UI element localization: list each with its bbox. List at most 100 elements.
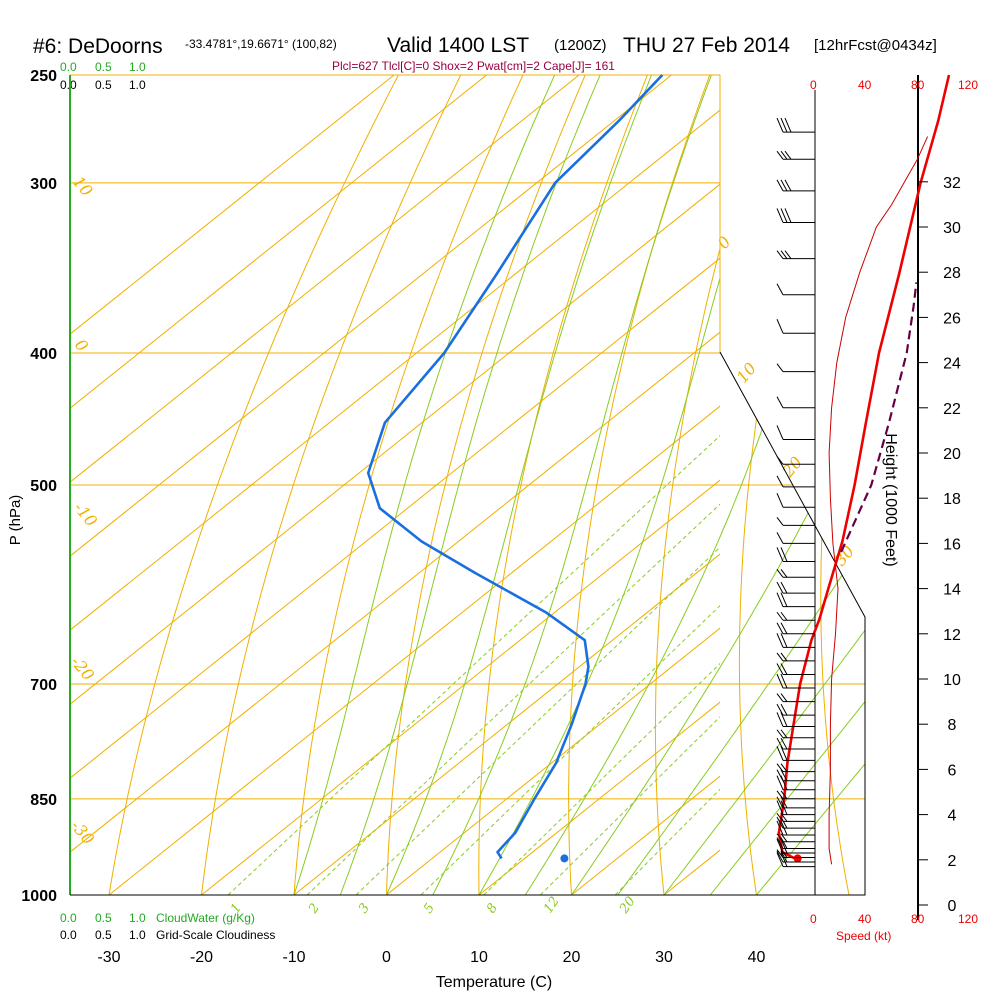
height-tick-label: 14 — [943, 582, 961, 599]
dry-adiabat — [976, 51, 1000, 924]
height-tick-label: 24 — [943, 356, 961, 373]
wind-barb-feather — [784, 117, 792, 133]
wind-barb-feather — [776, 179, 784, 192]
wind-barb-feather — [780, 208, 788, 223]
moist-adiabat — [756, 75, 865, 895]
svg-text:120: 120 — [958, 78, 978, 92]
wind-barb-feather — [780, 737, 788, 750]
cloudiness-scale-bottom: 0.0 0.5 1.0 Grid-Scale Cloudiness — [60, 928, 275, 942]
dry-adiabat — [478, 75, 658, 895]
wind-barb-feather — [780, 837, 788, 849]
pressure-tick-label: 500 — [30, 478, 57, 495]
svg-text:0.0: 0.0 — [60, 78, 77, 92]
wind-barb-feather — [780, 746, 788, 761]
wind-barb-feather — [780, 673, 788, 689]
cloudiness-label: Grid-Scale Cloudiness — [156, 928, 275, 942]
wind-barb-feather — [784, 179, 792, 192]
wind-barb-feather — [780, 592, 788, 607]
temperature-surface-point — [793, 854, 802, 863]
dry-adiabat — [385, 75, 597, 895]
moist-adiabat — [386, 75, 652, 895]
wind-barb-feather — [780, 547, 788, 562]
pressure-tick-label: 1000 — [21, 888, 57, 905]
moist-adiabat — [571, 75, 865, 895]
profile-series — [366, 74, 951, 863]
height-tick-label: 10 — [943, 672, 961, 689]
wind-barb-feather — [776, 769, 784, 781]
wind-barb-feather — [776, 775, 784, 790]
wind-barb-feather — [780, 838, 788, 854]
wind-barb-feather — [780, 179, 788, 192]
wind-barb-feather — [780, 703, 788, 716]
wind-barb-feather — [776, 568, 784, 578]
wind-barb-feather — [776, 581, 784, 594]
mixing-ratio-label: 3 — [356, 901, 373, 916]
temperature-tick-label: -30 — [97, 949, 120, 966]
pressure-tick-label: 250 — [30, 68, 57, 85]
pressure-tick-label: 850 — [30, 792, 57, 809]
temperature-tick-label: 30 — [655, 949, 673, 966]
svg-text:1.0: 1.0 — [129, 78, 146, 92]
wind-barb-feather — [776, 737, 784, 750]
wind-barb-feather — [780, 611, 788, 621]
isotherm-line — [201, 479, 720, 895]
mixing-ratio-label: 5 — [421, 901, 438, 916]
wind-barb-feather — [780, 763, 788, 772]
sounding-indices: Plcl=627 Tlcl[C]=0 Shox=2 Pwat[cm]=2 Cap… — [332, 59, 615, 73]
parcel-line — [840, 282, 918, 553]
wind-barb-feather — [780, 790, 788, 800]
speed-scale-bottom: 0 40 80 120 — [810, 912, 978, 926]
wind-barb-feather — [776, 813, 784, 822]
wind-barb-feather — [776, 622, 784, 635]
svg-text:0.0: 0.0 — [60, 60, 77, 74]
wind-barb-feather — [776, 663, 784, 675]
isotherm-label: -20 — [67, 652, 98, 684]
height-tick-label: 6 — [948, 762, 957, 779]
height-axis-title: Height (1000 Feet) — [882, 433, 899, 566]
wind-barb-feather — [776, 652, 784, 662]
svg-text:120: 120 — [958, 912, 978, 926]
height-tick-label: 32 — [943, 175, 961, 192]
moist-adiabat — [339, 75, 601, 895]
isotherm-line — [108, 405, 720, 895]
wind-barb-feather — [776, 611, 784, 621]
height-tick-label: 12 — [943, 627, 961, 644]
wind-barb-feather — [776, 425, 784, 440]
wind-barb-feather — [780, 633, 788, 648]
temperature-tick-label: -10 — [282, 949, 305, 966]
svg-text:1.0: 1.0 — [129, 928, 146, 942]
wind-barb-feather — [776, 547, 784, 562]
pressure-tick-label: 400 — [30, 346, 57, 363]
svg-text:0.5: 0.5 — [95, 60, 112, 74]
isotherm-line — [70, 257, 720, 779]
dry-adiabat — [568, 75, 720, 895]
wind-barb-feather — [780, 813, 788, 822]
wind-barb-feather — [780, 652, 788, 662]
mixing-ratio-line — [227, 435, 720, 895]
wind-speed-profile — [828, 136, 929, 865]
isotherm-label: 0 — [714, 233, 735, 253]
wind-barb-feather — [776, 820, 784, 836]
wind-barb-feather — [776, 837, 784, 849]
svg-text:0.5: 0.5 — [95, 78, 112, 92]
height-tick-label: 2 — [948, 853, 957, 870]
wind-barb-feather — [776, 633, 784, 648]
dry-adiabats — [104, 51, 1000, 924]
wind-barb-feather — [776, 838, 784, 854]
height-tick-label: 8 — [948, 717, 957, 734]
speed-line — [828, 136, 929, 865]
plot-frame — [69, 75, 919, 920]
wind-barb-feather — [780, 852, 788, 867]
dewpoint-line — [366, 74, 664, 860]
speed-scale-top: 0 40 80 120 — [810, 78, 978, 92]
temperature-tick-label: 40 — [748, 949, 766, 966]
wind-barb-feather — [780, 568, 788, 578]
dry-adiabat — [104, 75, 412, 895]
svg-text:1.0: 1.0 — [129, 911, 146, 925]
moist-adiabat — [293, 75, 556, 895]
isotherm-line — [70, 75, 487, 409]
station-title: #6: DeDoorns — [33, 35, 163, 58]
wind-barb-feather — [784, 150, 792, 160]
wind-barb-feather — [776, 673, 784, 689]
